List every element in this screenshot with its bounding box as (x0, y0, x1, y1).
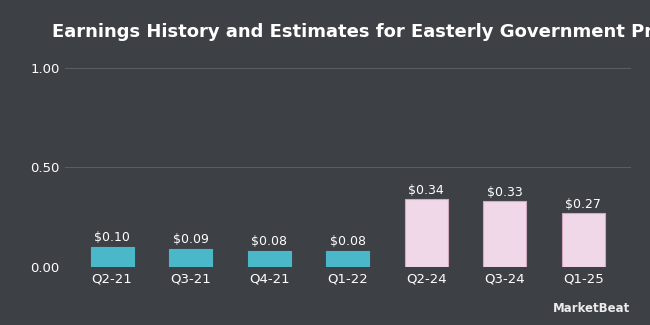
Text: $0.09: $0.09 (173, 233, 209, 246)
Text: Earnings History and Estimates for Easterly Government Properties: Earnings History and Estimates for Easte… (52, 23, 650, 41)
Bar (483, 201, 526, 266)
Bar (405, 199, 448, 266)
Bar (562, 213, 605, 266)
Text: $0.08: $0.08 (330, 235, 366, 248)
Bar (248, 251, 291, 266)
Text: $0.08: $0.08 (251, 235, 287, 248)
Text: MarketBeat: MarketBeat (553, 302, 630, 315)
Text: $0.33: $0.33 (487, 186, 523, 199)
Text: $0.10: $0.10 (94, 231, 130, 244)
Bar (169, 249, 213, 266)
Text: $0.27: $0.27 (566, 198, 601, 211)
Bar (326, 251, 369, 266)
Text: $0.34: $0.34 (408, 184, 444, 197)
Bar (90, 247, 134, 266)
